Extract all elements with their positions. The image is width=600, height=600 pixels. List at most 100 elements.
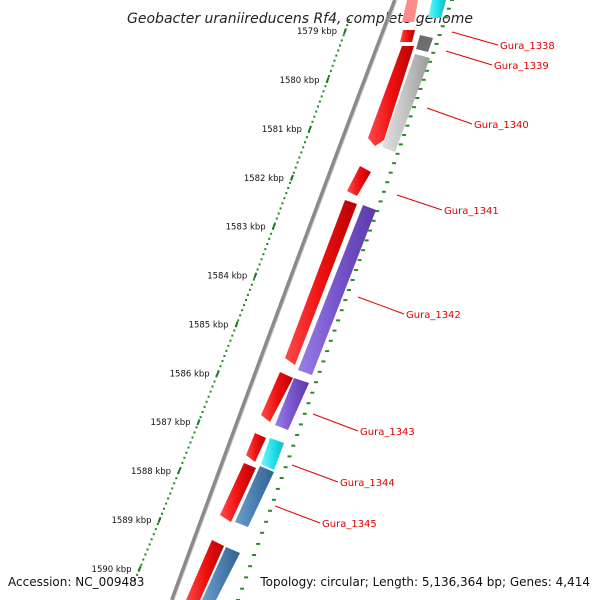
gene-label-1345[interactable]: Gura_1345 bbox=[322, 519, 377, 530]
ruler-dot bbox=[205, 400, 208, 403]
ruler-dot bbox=[250, 283, 253, 286]
ruler-dot bbox=[340, 39, 343, 42]
ruler-dot bbox=[167, 497, 170, 500]
inner-track-dash bbox=[350, 279, 355, 281]
ruler-dot bbox=[227, 344, 230, 347]
gene-arrow-1345[interactable] bbox=[220, 463, 256, 522]
inner-track-dash bbox=[295, 434, 300, 436]
ruler-dot bbox=[348, 19, 350, 21]
gene-arrow-1344[interactable] bbox=[246, 433, 266, 462]
ruler-dot bbox=[209, 390, 212, 393]
gene-label-1343[interactable]: Gura_1343 bbox=[360, 427, 415, 438]
cds-block-top-cyan[interactable] bbox=[428, 0, 446, 18]
inner-track-dash bbox=[336, 319, 341, 322]
gene-label-1339[interactable]: Gura_1339 bbox=[494, 61, 549, 72]
ruler-dot bbox=[268, 237, 271, 240]
ruler-dot bbox=[191, 436, 194, 439]
ruler-dot bbox=[233, 329, 236, 332]
ruler-dot bbox=[285, 192, 288, 195]
ruler-dot bbox=[243, 304, 246, 307]
ruler-dot bbox=[262, 253, 265, 256]
ruler-dot bbox=[152, 533, 155, 536]
ruler-dot bbox=[219, 365, 222, 368]
inner-track-dash bbox=[408, 115, 413, 118]
cds-block-1342-purple[interactable] bbox=[298, 205, 376, 375]
ruler-dot bbox=[161, 512, 163, 515]
ruler-tick-label: 1581 kbp bbox=[262, 125, 302, 135]
ruler-dot bbox=[213, 380, 216, 383]
ruler-dot bbox=[201, 411, 204, 413]
gene-arrow-bottom[interactable] bbox=[186, 540, 224, 600]
ruler-tick bbox=[177, 467, 182, 475]
ruler-dot bbox=[315, 110, 318, 113]
ruler-dot bbox=[329, 69, 332, 72]
inner-track-dash bbox=[368, 229, 373, 232]
ruler-dot bbox=[134, 579, 136, 581]
ruler-dot bbox=[237, 319, 240, 322]
ruler-dot bbox=[320, 95, 323, 98]
ruler-tick-label: 1589 kbp bbox=[111, 516, 151, 526]
inner-track-dash bbox=[354, 269, 359, 271]
inner-track-dash bbox=[325, 350, 330, 353]
cds-block-1338-dark[interactable] bbox=[416, 35, 433, 52]
ruler-dot bbox=[294, 166, 297, 169]
ruler-dot bbox=[156, 523, 159, 525]
gene-arrow-1342[interactable] bbox=[285, 200, 357, 365]
inner-track-dash bbox=[375, 210, 380, 213]
ruler-dot bbox=[296, 161, 299, 164]
gene-label-1342[interactable]: Gura_1342 bbox=[406, 310, 461, 321]
ruler-dot bbox=[199, 416, 202, 419]
gene-label-1340[interactable]: Gura_1340 bbox=[474, 120, 529, 131]
inner-track-dash bbox=[421, 78, 426, 81]
inner-track-dash bbox=[440, 25, 445, 28]
ruler-tick bbox=[196, 419, 201, 426]
accession-text: Accession: NC_009483 bbox=[8, 575, 144, 589]
gene-label-1341[interactable]: Gura_1341 bbox=[444, 206, 499, 217]
ruler-dot bbox=[273, 222, 276, 225]
ruler-dot bbox=[241, 309, 244, 312]
gene-label-1344[interactable]: Gura_1344 bbox=[340, 478, 395, 489]
leader-line-1342 bbox=[357, 296, 405, 315]
ruler-dot bbox=[292, 171, 295, 174]
ruler-dot bbox=[171, 487, 174, 490]
ruler-tick-label: 1588 kbp bbox=[131, 467, 171, 477]
ruler-dot bbox=[307, 131, 310, 133]
inner-track-dash bbox=[412, 106, 416, 109]
cds-block-1340-grey[interactable] bbox=[382, 54, 430, 152]
gene-block-top-pink[interactable] bbox=[402, 0, 418, 22]
cds-block-1344-cyan[interactable] bbox=[261, 438, 284, 470]
gene-block-1339[interactable] bbox=[400, 30, 415, 42]
ruler-dot bbox=[229, 339, 232, 342]
ruler-dot bbox=[322, 90, 325, 93]
ruler-tick-label: 1590 kbp bbox=[92, 565, 132, 575]
ruler-dot bbox=[165, 502, 168, 505]
ruler-dot bbox=[231, 334, 234, 337]
ruler-dot bbox=[270, 232, 273, 235]
ruler-dot bbox=[305, 136, 308, 139]
ruler-tick bbox=[289, 174, 294, 181]
gene-arrow-1341[interactable] bbox=[347, 166, 371, 196]
cds-block-1345-steel[interactable] bbox=[235, 466, 274, 527]
ruler-dot bbox=[146, 548, 149, 551]
inner-track-dash bbox=[450, 0, 454, 1]
gene-arrow-1343[interactable] bbox=[261, 372, 293, 422]
ruler-dot bbox=[144, 553, 147, 556]
gene-track-outer bbox=[186, 0, 418, 600]
leader-line-1338 bbox=[451, 31, 499, 46]
inner-track-dash bbox=[298, 423, 303, 426]
inner-track-dash bbox=[291, 444, 296, 447]
ruler-dot bbox=[215, 375, 218, 378]
gene-label-1338[interactable]: Gura_1338 bbox=[500, 41, 555, 52]
gene-track-inner bbox=[202, 0, 446, 600]
inner-track-dash bbox=[392, 162, 397, 165]
inner-track-dash bbox=[240, 587, 245, 590]
inner-track-dash bbox=[271, 498, 276, 501]
leader-line-1344 bbox=[291, 464, 339, 483]
ruler-dot bbox=[142, 558, 145, 561]
ruler-dot bbox=[203, 405, 206, 408]
gene-labels: Gura_1338 Gura_1339 Gura_1340 Gura_1341 … bbox=[274, 31, 555, 530]
cds-block-1343-purple[interactable] bbox=[275, 378, 309, 430]
cds-block-bottom-steel[interactable] bbox=[202, 547, 240, 600]
gene-arrow-1340[interactable] bbox=[368, 46, 414, 146]
